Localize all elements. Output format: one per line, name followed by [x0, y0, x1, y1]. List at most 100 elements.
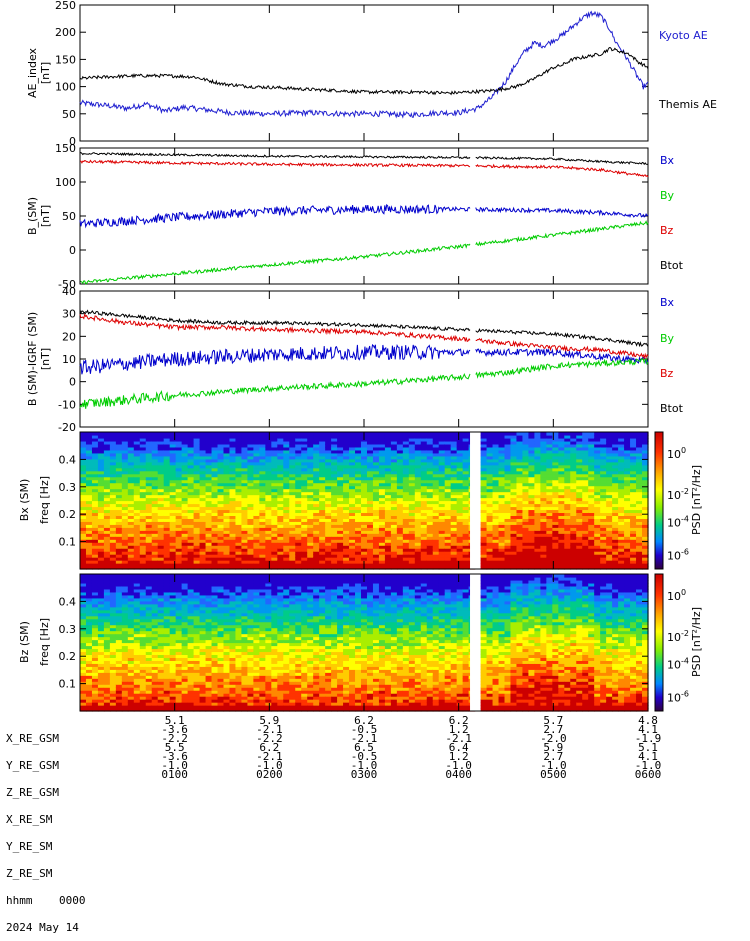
spectrogram-cell [546, 432, 553, 436]
spectrogram-cell [80, 432, 87, 436]
spectrogram-cell [110, 574, 117, 578]
series-line-bx [80, 205, 648, 227]
spectrogram-cell [229, 432, 236, 436]
spectrogram-cell [391, 432, 398, 436]
spectrogram-cell [534, 432, 541, 436]
y-tick-label: 20 [62, 330, 76, 343]
spectrogram-cell [223, 432, 230, 436]
spectrogram-cell [301, 432, 308, 436]
spectrogram-cell [409, 432, 416, 436]
spectrogram-cell [134, 574, 141, 578]
spectrogram-cell [588, 432, 595, 436]
spectrogram-cell [134, 432, 141, 436]
spectrogram-cell [576, 432, 583, 436]
spectrogram-cell [104, 574, 111, 578]
y-tick-label: 50 [62, 210, 76, 223]
spectrogram-cell [86, 574, 93, 578]
bx-spectrogram [80, 432, 649, 570]
y-tick-label: 100 [55, 176, 76, 189]
ae-panel-frame [80, 5, 648, 141]
spectrogram-cell [313, 432, 320, 436]
y-tick-label: 0 [69, 376, 76, 389]
spectrogram-cell [624, 432, 631, 436]
spectrogram-cell [415, 432, 422, 436]
spectrogram-cell [176, 432, 183, 436]
series-line-btot [80, 310, 648, 347]
spectrogram-cell [385, 432, 392, 436]
spectrogram-cell [265, 432, 272, 436]
spectrogram-cell [451, 432, 458, 436]
spectrogram-cell [98, 574, 105, 578]
spectrogram-cell [594, 432, 601, 436]
spectrogram-cell [241, 432, 248, 436]
spectrogram-cell [146, 432, 153, 436]
spectrogram-cell [457, 432, 464, 436]
spectrogram-cell [403, 432, 410, 436]
spectrogram-cell [212, 432, 219, 436]
spectrogram-cell [427, 432, 434, 436]
spectrogram-cell [128, 432, 135, 436]
spectrogram-cell [86, 432, 93, 436]
spectrogram-cell [92, 432, 99, 436]
spectrogram-cell [194, 432, 201, 436]
spectrogram-cell [349, 432, 356, 436]
spectrogram-cell [146, 574, 153, 578]
spectrogram-cell [152, 574, 159, 578]
spectrogram-cell [218, 432, 225, 436]
spectrogram-cell [582, 432, 589, 436]
spectrogram-cell [558, 432, 565, 436]
spectrogram-cell [259, 432, 266, 436]
spectrogram-cell [188, 432, 195, 436]
spectrogram-cell [636, 432, 643, 436]
y-tick-label: 0 [69, 244, 76, 257]
spectrogram-cell [630, 432, 637, 436]
spectrogram-cell [337, 432, 344, 436]
spectrogram-cell [116, 574, 123, 578]
data-gap [470, 432, 476, 569]
y-tick-label: 30 [62, 308, 76, 321]
bz-spectrogram [80, 574, 649, 712]
spectrogram-cell [379, 432, 386, 436]
spectrogram-cell [289, 432, 296, 436]
spectrogram-cell [433, 432, 440, 436]
spectrogram-cell [540, 432, 547, 436]
spectrogram-cell [319, 432, 326, 436]
series-line-bx [80, 345, 648, 375]
spectrogram-cell [570, 432, 577, 436]
spectrogram-cell [445, 432, 452, 436]
spectrogram-cell [110, 432, 117, 436]
spectrogram-cell [152, 432, 159, 436]
spectrogram-cell [331, 432, 338, 436]
spectrogram-cell [128, 574, 135, 578]
spectrogram-cell [122, 574, 129, 578]
spectrogram-cell [247, 432, 254, 436]
bsm-series-lines [80, 153, 648, 284]
y-tick-label: 40 [62, 285, 76, 298]
series-line-themis-ae [80, 48, 648, 95]
y-tick-label: 10 [62, 353, 76, 366]
spectrogram-cell [140, 574, 147, 578]
spectrogram-cell [516, 432, 523, 436]
spectrogram-cell [463, 432, 470, 436]
spectrogram-cell [80, 574, 87, 578]
spectrogram-cell [98, 432, 105, 436]
spectrogram-cell [600, 432, 607, 436]
spectrogram-cell [283, 432, 290, 436]
spectrogram-cell [104, 432, 111, 436]
y-tick-label: 50 [62, 108, 76, 121]
spectrogram-cell [618, 432, 625, 436]
y-tick-label: 100 [55, 81, 76, 94]
spectrogram-cell [397, 432, 404, 436]
y-tick-label: -10 [58, 398, 76, 411]
spectrogram-cell [271, 432, 278, 436]
spectrogram-cell [116, 432, 123, 436]
spectrogram-cell [307, 432, 314, 436]
spectrogram-cell [92, 574, 99, 578]
spectrogram-cell [140, 432, 147, 436]
y-tick-label: 250 [55, 0, 76, 12]
y-tick-label: 200 [55, 26, 76, 39]
spectrogram-cell [528, 432, 535, 436]
